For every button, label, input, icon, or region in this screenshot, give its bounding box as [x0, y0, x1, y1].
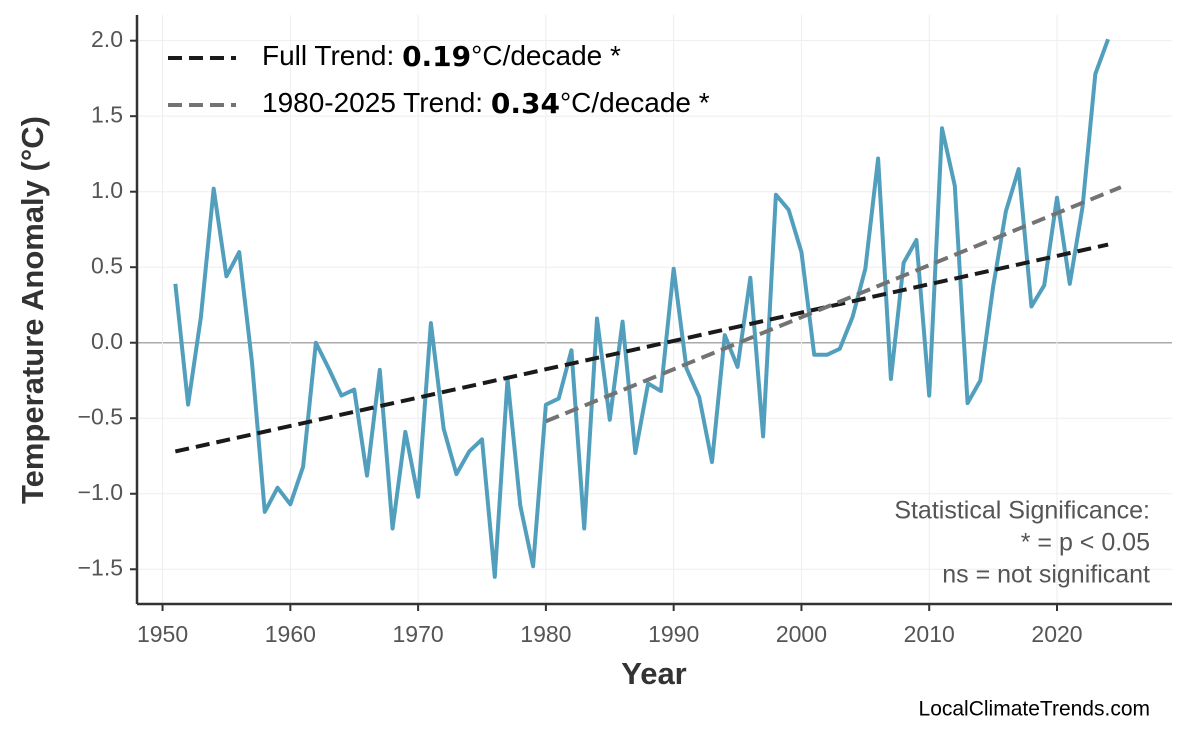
x-tick-label: 1950	[137, 621, 188, 647]
x-tick-label: 2000	[776, 621, 827, 647]
y-tick-label: 0.5	[91, 252, 123, 278]
legend-label: 1980-2025 Trend: 0.34°C/decade *	[262, 87, 710, 120]
x-axis-label: Year	[621, 656, 687, 691]
y-tick-label: −0.5	[78, 403, 123, 429]
x-tick-label: 1960	[265, 621, 316, 647]
source: LocalClimateTrends.com	[919, 698, 1150, 721]
annotation: * = p < 0.05	[1021, 529, 1150, 557]
y-tick-label: 2.0	[91, 26, 123, 52]
trend-line	[545, 185, 1122, 424]
y-tick-label: 1.5	[91, 101, 123, 127]
x-tick-label: 1980	[520, 621, 571, 647]
legend-name: Full Trend:	[262, 40, 402, 71]
legend-rate: 0.19	[402, 40, 471, 73]
y-axis-label: Temperature Anomaly (°C)	[15, 116, 50, 504]
data-line	[173, 38, 1110, 579]
x-tick-label: 1970	[393, 621, 444, 647]
y-tick-label: −1.5	[78, 554, 123, 580]
x-tick-label: 1990	[648, 621, 699, 647]
x-tick-label: 2010	[904, 621, 955, 647]
annotation: ns = not significant	[942, 561, 1150, 589]
y-tick-label: 1.0	[91, 177, 123, 203]
y-tick-label: −1.0	[78, 479, 123, 505]
x-tick-label: 2020	[1031, 621, 1082, 647]
legend-unit: °C/decade *	[560, 87, 710, 118]
legend-name: 1980-2025 Trend:	[262, 87, 491, 118]
annotation: Statistical Significance:	[894, 497, 1150, 525]
legend-label: Full Trend: 0.19°C/decade *	[262, 40, 621, 73]
trend-line	[174, 242, 1109, 454]
legend-rate: 0.34	[491, 87, 560, 120]
legend-unit: °C/decade *	[471, 40, 621, 71]
y-tick-label: 0.0	[91, 328, 123, 354]
